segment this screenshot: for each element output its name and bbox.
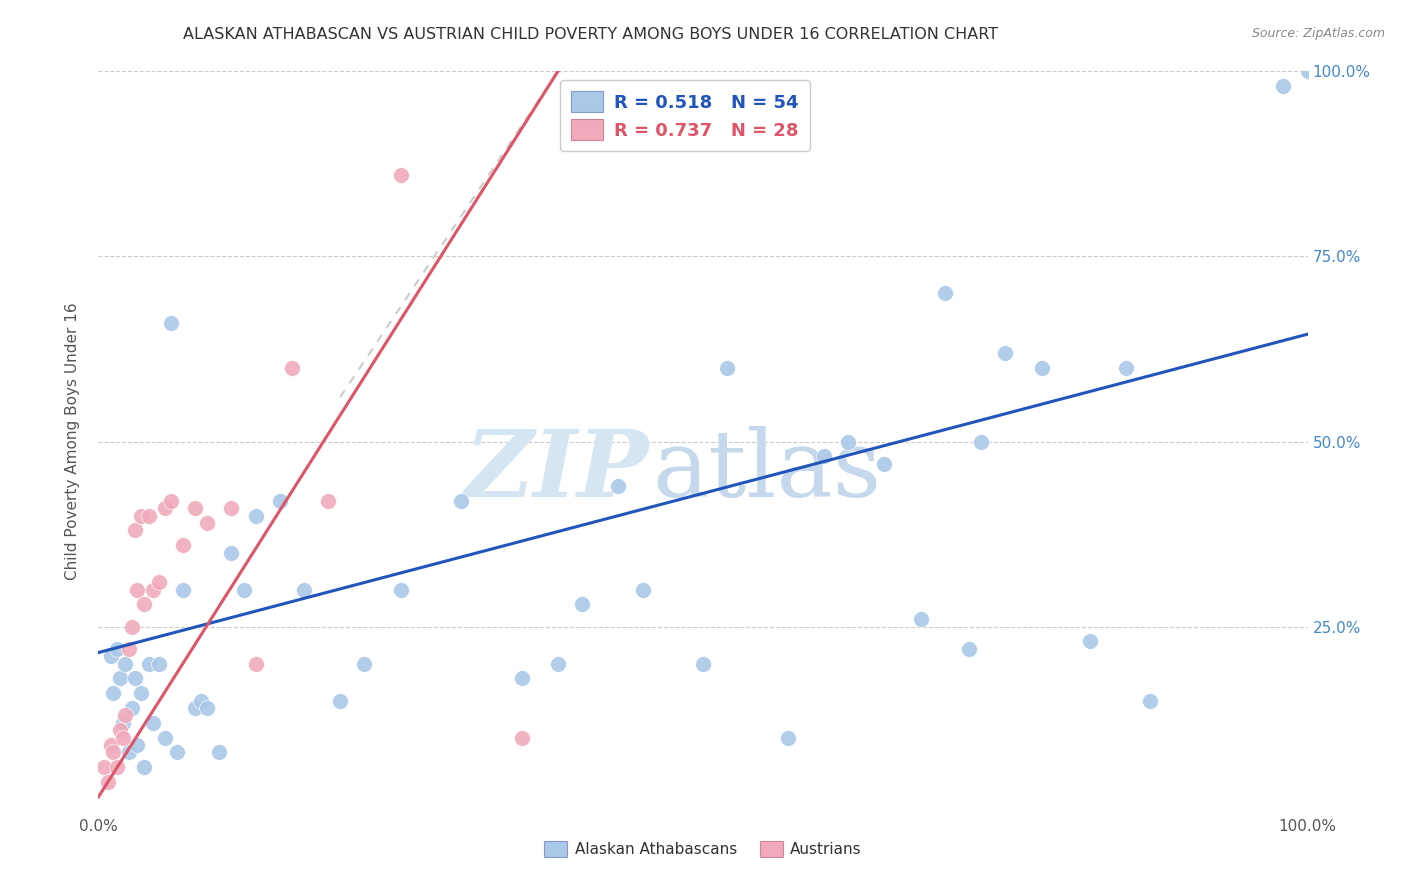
Point [93, 760, 115, 774]
Point [316, 493, 339, 508]
Point [292, 582, 315, 597]
Point [114, 708, 136, 723]
Point [1139, 694, 1161, 708]
Point [105, 760, 128, 774]
Point [329, 694, 352, 708]
Point [269, 493, 291, 508]
Point [510, 672, 533, 686]
Point [129, 686, 152, 700]
Point [184, 501, 207, 516]
Point [970, 434, 993, 449]
Point [142, 715, 165, 730]
Legend: Alaskan Athabascans, Austrians: Alaskan Athabascans, Austrians [538, 835, 868, 863]
Text: ZIP: ZIP [464, 426, 648, 516]
Point [195, 701, 218, 715]
Point [160, 316, 183, 330]
Point [208, 746, 231, 760]
Point [957, 641, 980, 656]
Point [129, 508, 152, 523]
Point [1272, 79, 1295, 94]
Point [389, 582, 412, 597]
Text: Source: ZipAtlas.com: Source: ZipAtlas.com [1251, 27, 1385, 40]
Point [994, 345, 1017, 359]
Point [571, 598, 593, 612]
Point [450, 493, 472, 508]
Point [138, 657, 160, 671]
Point [108, 723, 131, 738]
Point [138, 508, 160, 523]
Point [1296, 64, 1319, 78]
Point [281, 360, 304, 375]
Point [124, 524, 146, 538]
Point [153, 501, 176, 516]
Point [134, 760, 156, 774]
Point [221, 546, 243, 560]
Text: atlas: atlas [652, 426, 882, 516]
Point [111, 731, 134, 745]
Point [101, 746, 124, 760]
Point [114, 657, 136, 671]
Point [195, 516, 218, 530]
Point [510, 731, 533, 745]
Point [631, 582, 654, 597]
Point [547, 657, 569, 671]
Point [190, 694, 212, 708]
Point [100, 738, 122, 752]
Point [134, 598, 156, 612]
Point [118, 641, 141, 656]
Point [108, 672, 131, 686]
Point [148, 657, 170, 671]
Point [148, 575, 170, 590]
Point [1031, 360, 1053, 375]
Point [232, 582, 254, 597]
Point [353, 657, 375, 671]
Point [142, 582, 165, 597]
Point [873, 457, 896, 471]
Point [607, 479, 630, 493]
Point [124, 672, 146, 686]
Point [692, 657, 714, 671]
Point [1115, 360, 1137, 375]
Point [166, 746, 188, 760]
Point [716, 360, 738, 375]
Point [934, 286, 956, 301]
Point [172, 582, 194, 597]
Point [121, 701, 143, 715]
Point [153, 731, 176, 745]
Point [97, 775, 120, 789]
Point [813, 450, 835, 464]
Point [105, 641, 128, 656]
Point [837, 434, 859, 449]
Point [127, 738, 149, 752]
Point [160, 493, 183, 508]
Point [245, 508, 267, 523]
Point [101, 686, 124, 700]
Point [221, 501, 243, 516]
Point [184, 701, 207, 715]
Point [118, 746, 141, 760]
Point [127, 582, 149, 597]
Point [776, 731, 799, 745]
Point [172, 538, 194, 552]
Point [121, 619, 143, 633]
Point [111, 715, 134, 730]
Point [245, 657, 267, 671]
Point [1078, 634, 1101, 648]
Point [100, 649, 122, 664]
Point [910, 612, 932, 626]
Text: ALASKAN ATHABASCAN VS AUSTRIAN CHILD POVERTY AMONG BOYS UNDER 16 CORRELATION CHA: ALASKAN ATHABASCAN VS AUSTRIAN CHILD POV… [183, 27, 998, 42]
Y-axis label: Child Poverty Among Boys Under 16: Child Poverty Among Boys Under 16 [65, 302, 80, 581]
Point [389, 168, 412, 182]
